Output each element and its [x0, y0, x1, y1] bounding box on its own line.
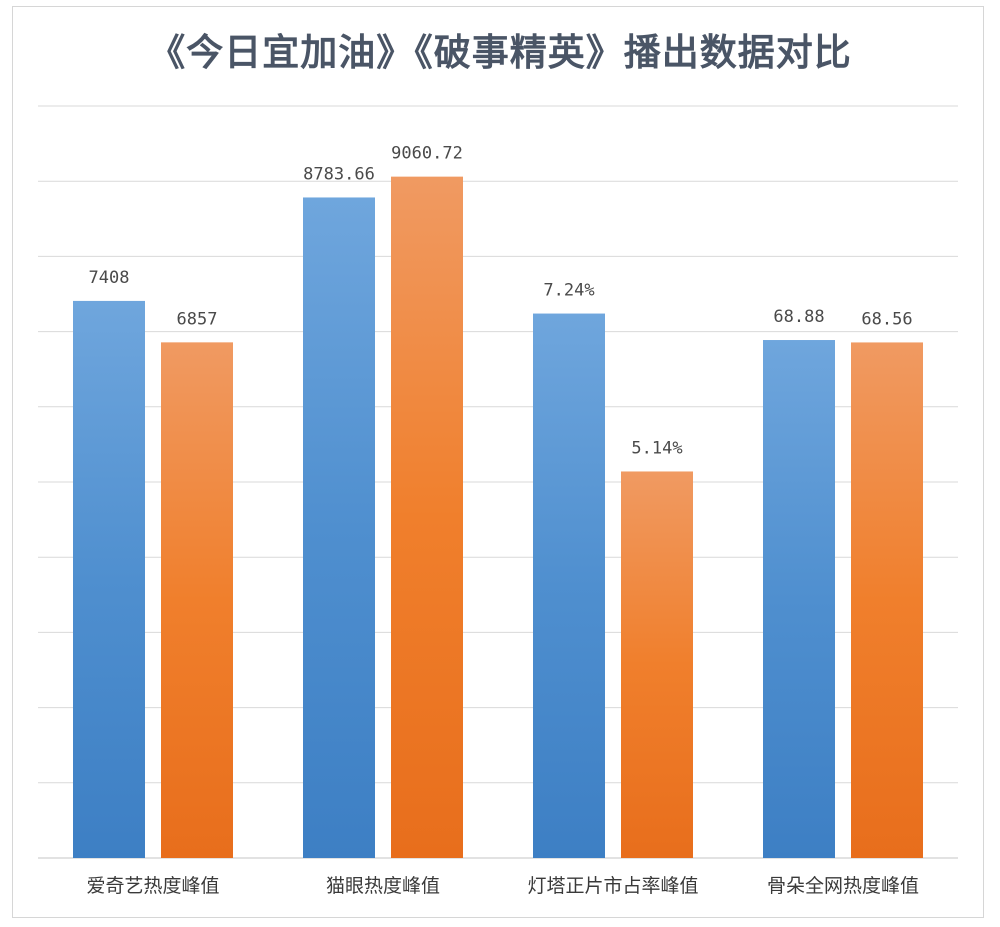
data-label: 68.88: [773, 307, 824, 327]
chart-title: 《今日宜加油》《破事精英》播出数据对比: [148, 31, 852, 74]
bar-series1-3: [533, 313, 605, 858]
data-label: 8783.66: [303, 164, 375, 184]
bar-series1-1: [73, 300, 145, 858]
bar-series1-4: [763, 340, 835, 858]
bar-series2-2: [391, 176, 463, 858]
bar-series2-4: [851, 342, 923, 858]
data-label: 7.24%: [543, 281, 594, 301]
data-label: 68.56: [861, 309, 912, 329]
data-label: 9060.72: [391, 144, 463, 164]
category-label: 骨朵全网热度峰值: [767, 875, 919, 897]
data-label: 6857: [177, 309, 218, 329]
category-labels: 爱奇艺热度峰值 猫眼热度峰值 灯塔正片市占率峰值 骨朵全网热度峰值: [86, 875, 919, 897]
category-label: 猫眼热度峰值: [326, 875, 440, 897]
data-label: 5.14%: [631, 438, 682, 458]
bar-series1-2: [303, 197, 375, 859]
category-label: 灯塔正片市占率峰值: [527, 875, 698, 897]
data-labels: 7408 6857 8783.66 9060.72 7.24% 5.14% 68.88 68.…: [89, 144, 913, 459]
data-label: 7408: [89, 268, 130, 288]
bar-series2-1: [161, 342, 233, 858]
bars: [73, 176, 923, 859]
bar-series2-3: [621, 471, 693, 858]
category-label: 爱奇艺热度峰值: [86, 875, 219, 897]
